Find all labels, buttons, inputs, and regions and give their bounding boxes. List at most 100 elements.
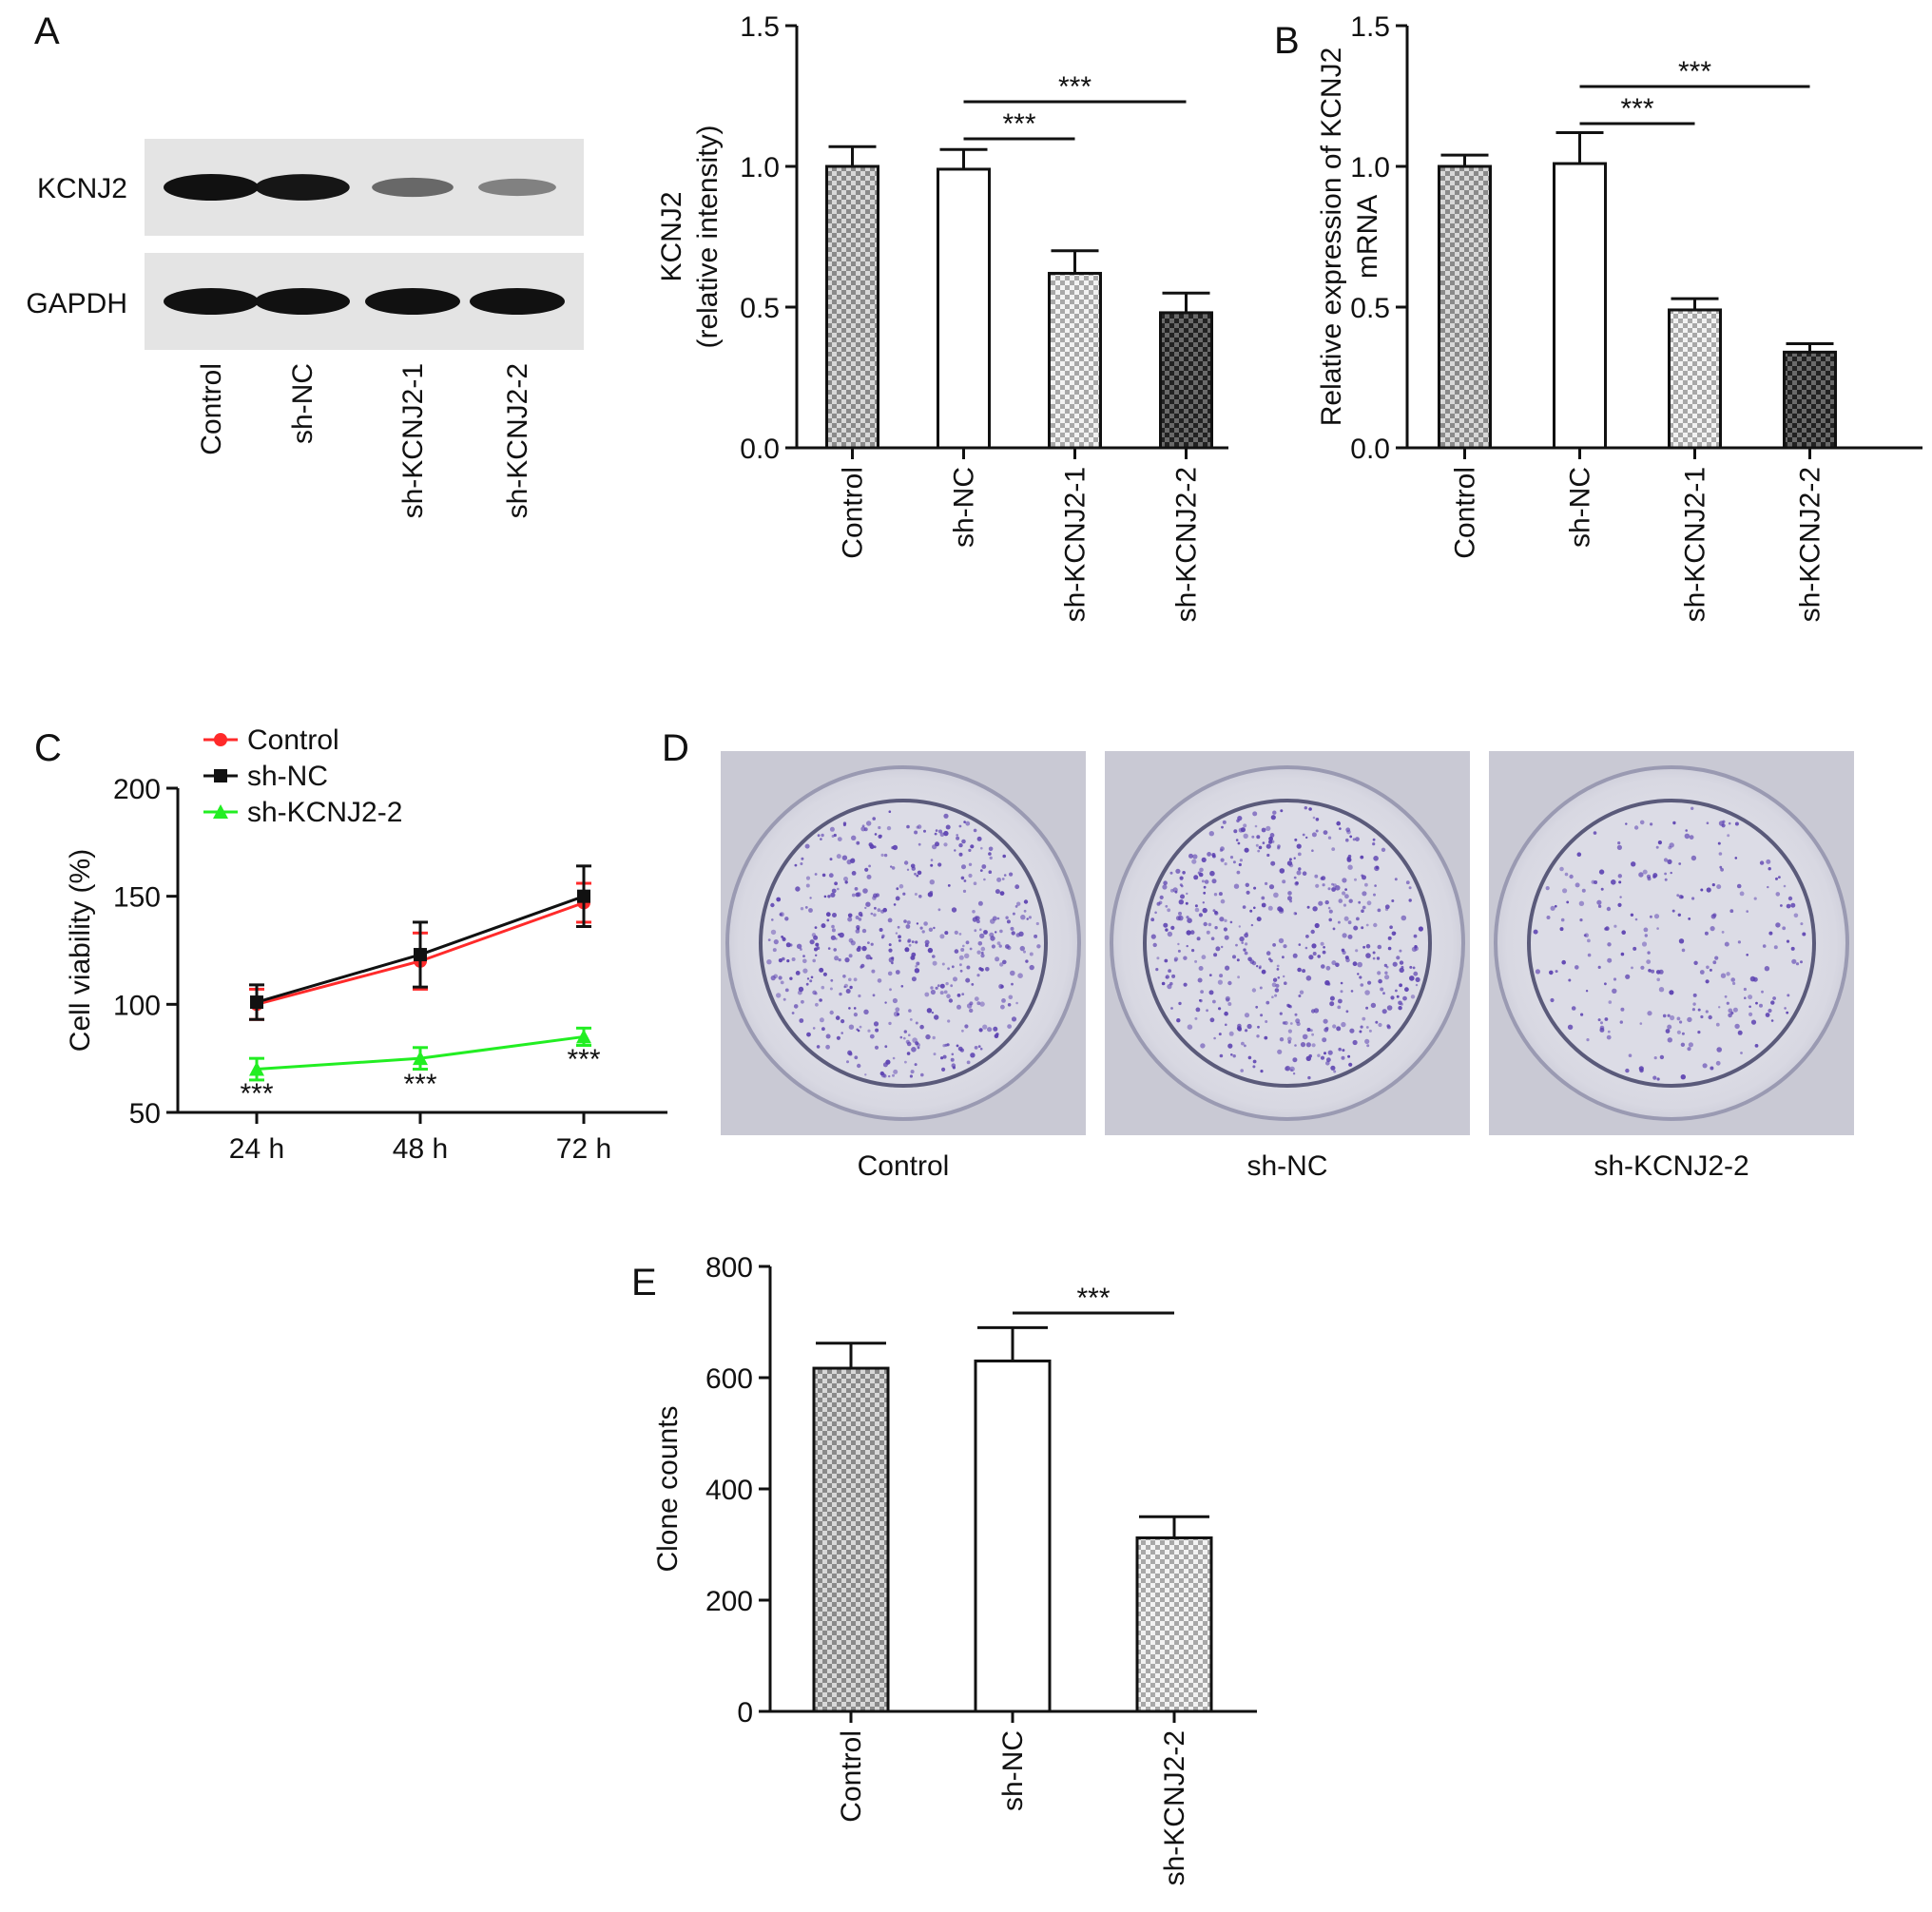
colony-dot [989,856,993,860]
colony-dot [1800,922,1804,926]
colony-dot [857,927,860,931]
colony-dot [1667,1024,1672,1030]
colony-dot [851,835,857,840]
colony-dot [993,1026,998,1032]
colony-dot [1329,995,1335,1001]
colony-plate-sh-nc [1105,751,1470,1135]
colony-dot [1578,900,1585,906]
colony-plates: Control sh-NC sh-KCNJ2-2 [721,751,1854,1182]
colony-dot [1154,911,1157,915]
colony-dot [782,956,785,961]
colony-dot [858,994,861,998]
colony-dot [945,981,949,986]
colony-dot [969,1008,974,1014]
colony-dot [1375,1020,1379,1024]
colony-dot [1732,1007,1738,1013]
colony-dot [770,929,777,936]
colony-dot [1288,858,1292,861]
colony-dot [903,860,909,865]
colony-dot [1188,853,1193,859]
colony-dot [961,993,965,995]
colony-dot [1647,877,1652,881]
colony-dot [1587,938,1591,943]
colony-dot [1381,847,1386,852]
colony-dot [811,933,817,937]
colony-dot [1372,842,1376,846]
colony-dot [810,975,814,979]
colony-dot [1286,860,1293,866]
colony-dot [903,1036,906,1040]
colony-dot [1287,891,1292,896]
colony-dot [1653,1056,1657,1060]
colony-dot [1336,821,1341,826]
colony-dot [882,907,887,913]
colony-dot [1719,865,1723,869]
colony-dot [830,892,836,898]
colony-dot [1652,1075,1657,1080]
colony-dot [1700,1014,1704,1019]
colony-dot [1287,1004,1291,1008]
colony-dot [820,838,822,840]
colony-dot [898,935,901,939]
colony-dot [1333,1070,1337,1073]
colony-dot [1562,888,1568,894]
colony-dot [996,877,1002,882]
colony-dot [956,994,961,997]
colony-dot [909,1074,914,1078]
blot-lane-label: sh-KCNJ2-1 [397,363,429,518]
colony-dot [1302,969,1306,974]
bar-sh-nc [937,167,991,450]
colony-dot [815,954,818,956]
colony-dot [1224,935,1229,940]
colony-dot [1158,900,1163,905]
colony-dot [1331,887,1336,892]
colony-dot [1202,907,1208,914]
colony-dot [888,943,892,947]
colony-dot [942,1054,947,1059]
colony-dot [1617,874,1623,879]
colony-dot [1293,876,1297,879]
colony-dot [932,955,936,958]
colony-dot [819,967,824,973]
colony-dot [1267,905,1273,911]
colony-dot [1034,934,1038,938]
colony-dot [1194,904,1198,908]
colony-dot [834,956,840,961]
colony-dot [888,1021,892,1026]
colony-dot [1305,975,1312,981]
colony-dot [995,931,997,934]
colony-dot [1259,986,1263,990]
colony-dot [854,1055,859,1060]
colony-dot [882,1062,888,1068]
colony-dot [1239,936,1245,942]
legend-label-sh-kcnj2-2: sh-KCNJ2-2 [247,797,402,828]
colony-dot [821,985,825,990]
colony-dot [891,866,896,870]
colony-dot [1347,1054,1351,1058]
colony-dot [873,893,878,898]
colony-dot [874,1045,879,1050]
colony-dot [848,1007,851,1010]
colony-dot [1679,1020,1683,1024]
colony-dot [995,956,1000,962]
colony-dot [1643,927,1649,933]
colony-dot [1642,869,1648,875]
colony-dot [1183,956,1188,960]
colony-dot [1357,973,1360,975]
colony-dot [964,953,970,958]
colony-dot [1685,829,1688,832]
colony-dot [1279,1012,1283,1015]
colony-dot [1212,999,1216,1004]
colony-dot [1203,891,1207,895]
colony-dot [1256,1034,1260,1038]
colony-dot [1026,917,1029,920]
colony-dot [1178,1001,1182,1006]
colony-dot [1305,1055,1312,1062]
colony-dot [827,895,831,898]
colony-dot [1717,841,1721,845]
colony-dot [1359,1030,1362,1033]
colony-dot [1365,1006,1369,1010]
colony-dot [962,889,967,894]
colony-dot [1322,1037,1327,1043]
colony-dot [1399,983,1402,988]
